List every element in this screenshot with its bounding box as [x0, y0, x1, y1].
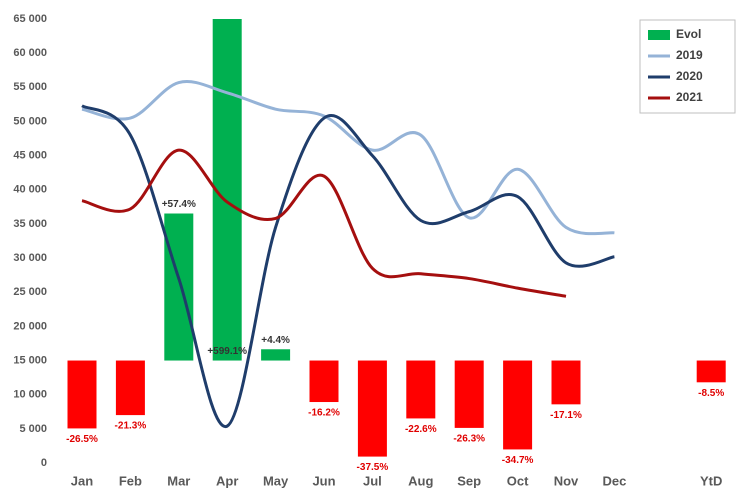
bar: [454, 360, 484, 428]
legend-label: 2020: [676, 69, 703, 83]
legend-label: Evol: [676, 27, 701, 41]
data-label: +599.1%: [207, 346, 247, 357]
line: [81, 80, 615, 236]
bar: [67, 360, 97, 429]
data-label: -16.2%: [308, 408, 340, 419]
y-tick-label: 10 000: [13, 389, 47, 401]
y-tick-label: 15 000: [13, 354, 47, 366]
x-tick-label: Aug: [408, 473, 433, 488]
data-label: +4.4%: [261, 335, 290, 346]
line: [81, 104, 615, 428]
bar: [164, 213, 194, 361]
x-tick-label: Jan: [71, 473, 93, 488]
y-tick-label: 50 000: [13, 115, 47, 127]
x-tick-label: Sep: [457, 473, 481, 488]
data-label: -37.5%: [357, 462, 389, 473]
bar: [696, 360, 726, 383]
data-label: -21.3%: [115, 421, 147, 432]
legend-swatch: [648, 30, 670, 40]
data-label: -8.5%: [698, 388, 724, 399]
x-tick-label: Feb: [119, 473, 142, 488]
data-label: -34.7%: [502, 455, 534, 466]
bar: [309, 360, 339, 403]
x-tick-label: Oct: [507, 473, 529, 488]
data-label: +57.4%: [162, 199, 196, 210]
y-tick-label: 35 000: [13, 218, 47, 230]
y-tick-label: 55 000: [13, 81, 47, 93]
x-tick-label: Dec: [602, 473, 626, 488]
y-tick-label: 5 000: [19, 423, 47, 435]
x-tick-label: Jun: [312, 473, 335, 488]
y-tick-label: 25 000: [13, 286, 47, 298]
line: [81, 148, 567, 298]
x-tick-label: Apr: [216, 473, 238, 488]
x-tick-label: Jul: [363, 473, 382, 488]
y-tick-label: 30 000: [13, 252, 47, 264]
legend-label: 2021: [676, 90, 703, 104]
bar-layer: [67, 19, 726, 457]
y-tick-label: 0: [41, 457, 47, 469]
data-label: -26.5%: [66, 434, 98, 445]
y-tick-label: 60 000: [13, 47, 47, 59]
data-label: -17.1%: [550, 410, 582, 421]
y-tick-label: 45 000: [13, 150, 47, 162]
bar: [406, 360, 436, 419]
bar: [551, 360, 581, 405]
data-label: -22.6%: [405, 424, 437, 435]
bar: [503, 360, 533, 450]
y-tick-label: 40 000: [13, 184, 47, 196]
bar: [115, 360, 145, 416]
bar: [357, 360, 387, 457]
y-tick-label: 65 000: [13, 13, 47, 25]
data-label: -26.3%: [453, 434, 485, 445]
legend-label: 2019: [676, 48, 703, 62]
bar: [212, 19, 242, 361]
x-tick-label: YtD: [700, 473, 722, 488]
x-tick-label: Nov: [554, 473, 579, 488]
bar: [261, 349, 291, 361]
y-tick-label: 20 000: [13, 320, 47, 332]
x-tick-label: May: [263, 473, 289, 488]
x-tick-label: Mar: [167, 473, 190, 488]
